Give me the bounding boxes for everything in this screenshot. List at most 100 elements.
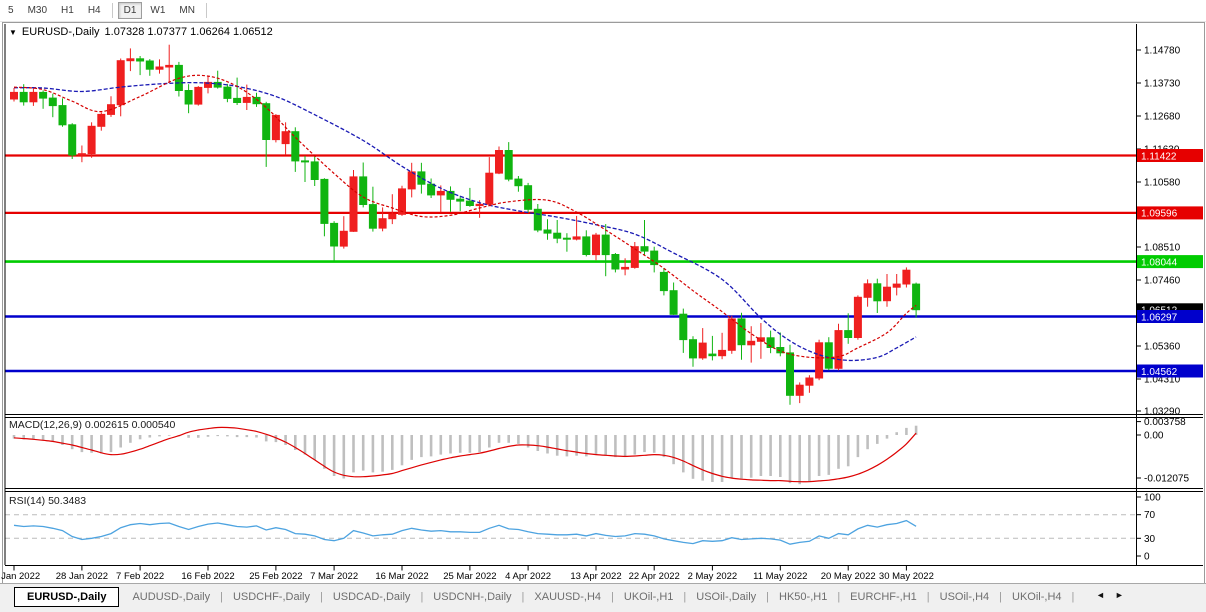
date-axis[interactable]: 19 Jan 2022 28 Jan 2022 7 Feb 2022 16 Feb 2… <box>0 565 934 583</box>
date-axis-label: 4 Apr 2022 <box>505 571 551 582</box>
macd-axis-label: 0.003758 <box>1144 417 1186 428</box>
candle <box>301 155 309 182</box>
candle-body <box>281 131 290 145</box>
timeframe-button-5[interactable]: 5 <box>8 5 14 16</box>
price-axis-label: 1.14780 <box>1144 46 1181 57</box>
candle-body <box>262 103 271 140</box>
candle-body <box>504 150 513 180</box>
candle-body <box>912 283 921 311</box>
symbol-dropdown-icon[interactable]: ▼ <box>9 27 17 37</box>
candle <box>737 312 746 360</box>
candle-body <box>204 81 212 88</box>
candle <box>368 186 377 232</box>
candle-body <box>271 114 280 141</box>
candle <box>873 278 882 313</box>
tab-separator: | <box>837 591 841 603</box>
candle <box>718 332 727 360</box>
timeframe-button-w1[interactable]: W1 <box>150 5 166 16</box>
rsi-axis-label: 0 <box>1144 552 1150 563</box>
candle <box>446 186 455 212</box>
candle-body <box>291 131 300 162</box>
candle-body <box>252 96 261 105</box>
candle-body <box>417 171 426 185</box>
candle <box>184 84 193 114</box>
candle <box>912 282 921 318</box>
candle <box>107 96 115 117</box>
status-strip <box>0 609 1206 612</box>
candle-body <box>902 269 911 285</box>
price-tag-background <box>1137 310 1203 323</box>
symbol-tab-ukoil-h1[interactable]: UKOil-,H1 <box>623 591 674 603</box>
candle-body <box>349 176 358 232</box>
price-axis[interactable]: 1.147801.137301.126801.116301.105801.085… <box>1137 46 1203 418</box>
timeframe-button-mn[interactable]: MN <box>179 5 195 16</box>
candle <box>776 332 785 357</box>
candle-body <box>407 171 416 190</box>
candle-body <box>689 339 697 359</box>
fast-moving-average-line <box>13 74 917 359</box>
candle <box>853 295 862 340</box>
candle-body <box>10 91 18 100</box>
candle <box>902 267 911 288</box>
candle-body <box>87 125 96 155</box>
symbol-tab-xauusd-h4[interactable]: XAUUSD-,H4 <box>534 591 602 603</box>
candle <box>174 61 183 97</box>
candle-body <box>136 58 145 62</box>
price-axis-label: 1.08510 <box>1144 243 1181 254</box>
candle-body <box>669 290 678 315</box>
price-tag: 1.04562 <box>1137 364 1203 378</box>
candle <box>68 123 77 159</box>
candle <box>417 162 426 194</box>
macd-indicator-label: MACD(12,26,9) 0.002615 0.000540 <box>9 419 176 431</box>
candle-body <box>398 188 406 215</box>
candle <box>388 194 397 225</box>
macd-signal-line <box>13 426 917 483</box>
symbol-tab-usoil-h4[interactable]: USOil-,H4 <box>939 591 990 603</box>
symbol-tab-audusd-daily[interactable]: AUDUSD-,Daily <box>132 591 211 603</box>
symbol-tab-eurchf-h1[interactable]: EURCHF-,H1 <box>850 591 917 603</box>
symbol-tab-ukoil-h4[interactable]: UKOil-,H4 <box>1012 591 1062 603</box>
timeframe-button-h4[interactable]: H4 <box>87 5 101 16</box>
tabs-scroll-right-arrow[interactable]: ► <box>1114 590 1124 600</box>
candle-body <box>242 96 251 103</box>
tabs-scroll-left-arrow[interactable]: ◄ <box>1096 590 1105 600</box>
timeframe-button-h1[interactable]: H1 <box>61 5 74 16</box>
symbol-tab-usdchf-daily[interactable]: USDCHF-,Daily <box>232 591 310 603</box>
candle-body <box>223 86 232 99</box>
candle-body <box>786 352 794 396</box>
candle-body <box>863 283 872 298</box>
candle-body <box>659 271 668 292</box>
candle-body <box>388 213 397 220</box>
candle <box>543 219 552 240</box>
candle-body <box>446 190 455 200</box>
candle-body <box>194 86 203 105</box>
symbol-tab-usoil-daily[interactable]: USOil-,Daily <box>696 591 757 603</box>
price-tag-background <box>1137 149 1203 162</box>
candle <box>349 170 358 232</box>
candle <box>844 313 853 344</box>
candle <box>698 328 707 360</box>
candle <box>330 221 339 262</box>
candle-body <box>368 204 377 229</box>
tab-scroll-arrows: ◄ ► <box>1096 590 1124 600</box>
candle <box>427 178 436 198</box>
candle <box>456 195 465 212</box>
candle <box>485 157 494 206</box>
symbol-tab-usdcad-daily[interactable]: USDCAD-,Daily <box>332 591 411 603</box>
candle-body <box>533 208 542 231</box>
candle <box>504 142 513 182</box>
symbol-tab-hk50-h1[interactable]: HK50-,H1 <box>779 591 828 603</box>
candle <box>204 76 212 94</box>
candle <box>601 224 610 277</box>
tab-separator: | <box>611 591 614 603</box>
timeframe-button-m30[interactable]: M30 <box>27 5 48 16</box>
candle-body <box>795 384 804 396</box>
symbol-tab-eurusd-daily[interactable]: EURUSD-,Daily <box>14 587 120 607</box>
candle <box>155 59 164 74</box>
timeframe-button-d1[interactable]: D1 <box>117 2 143 19</box>
price-tag: 1.11422 <box>1137 149 1203 162</box>
symbol-tab-usdcnh-daily[interactable]: USDCNH-,Daily <box>433 591 512 603</box>
candle-body <box>844 330 853 339</box>
candle-body <box>640 246 649 252</box>
